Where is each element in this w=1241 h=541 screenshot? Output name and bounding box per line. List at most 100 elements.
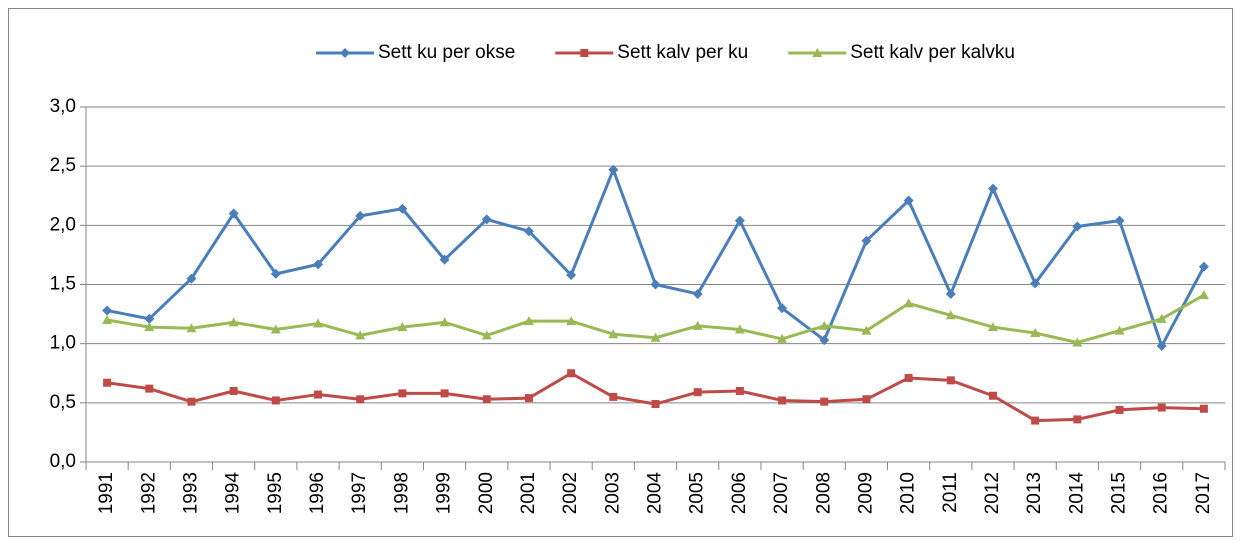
- x-tick-label: 2005: [687, 472, 708, 514]
- marker: [946, 376, 955, 385]
- y-tick-label: 1,0: [50, 333, 76, 354]
- marker: [651, 400, 660, 409]
- marker: [650, 279, 661, 290]
- marker: [861, 325, 872, 335]
- marker: [1031, 416, 1040, 425]
- marker: [314, 390, 323, 399]
- marker: [524, 394, 533, 403]
- marker: [1114, 215, 1125, 226]
- marker: [186, 273, 197, 284]
- marker: [777, 333, 788, 343]
- marker: [1156, 341, 1167, 352]
- legend-label: Sett kalv per kalvku: [850, 42, 1015, 63]
- marker: [1073, 415, 1082, 424]
- x-tick-label: 2003: [602, 472, 623, 514]
- x-tick-label: 1991: [96, 472, 117, 514]
- marker: [397, 203, 408, 214]
- y-tick-label: 0,5: [50, 392, 76, 413]
- marker: [819, 335, 830, 346]
- marker: [103, 378, 112, 387]
- x-tick-label: 2011: [940, 472, 961, 513]
- marker: [988, 391, 997, 400]
- marker: [228, 317, 239, 327]
- legend: Sett ku per okse Sett kalv per ku Sett kal…: [316, 42, 1015, 63]
- y-tick-label: 1,5: [50, 274, 76, 295]
- marker: [693, 388, 702, 397]
- y-tick-label: 0,0: [50, 451, 76, 472]
- marker: [987, 183, 998, 194]
- marker: [439, 317, 450, 327]
- x-tick-label: 1994: [223, 472, 244, 515]
- marker: [440, 389, 449, 398]
- marker: [228, 208, 239, 219]
- marker: [1030, 278, 1041, 289]
- x-tick-label: 2016: [1151, 472, 1172, 514]
- marker: [778, 396, 787, 405]
- marker: [186, 323, 197, 333]
- marker: [1156, 313, 1167, 323]
- x-tick-label: 2012: [982, 472, 1003, 514]
- marker: [102, 305, 113, 316]
- x-tick-label: 2013: [1024, 472, 1045, 514]
- marker: [313, 259, 324, 270]
- marker: [356, 395, 365, 404]
- chart-border: [8, 8, 1233, 537]
- x-tick-label: 2002: [560, 472, 581, 514]
- marker: [355, 330, 366, 340]
- marker: [270, 268, 281, 279]
- marker: [735, 387, 744, 395]
- marker: [398, 389, 407, 398]
- marker: [397, 322, 408, 332]
- marker: [567, 369, 576, 378]
- marker: [270, 324, 281, 334]
- x-tick-label: 1998: [391, 472, 412, 514]
- marker: [820, 397, 829, 406]
- marker: [692, 288, 703, 299]
- marker: [1199, 404, 1208, 413]
- x-tick-label: 2006: [729, 472, 750, 514]
- x-tick-label: 2001: [518, 472, 539, 514]
- x-tick-label: 2010: [898, 472, 919, 514]
- marker: [1157, 403, 1166, 412]
- marker: [945, 288, 956, 299]
- marker: [608, 329, 619, 339]
- marker: [987, 322, 998, 332]
- marker: [102, 315, 113, 324]
- marker: [609, 392, 618, 401]
- marker: [819, 320, 830, 330]
- marker: [145, 384, 154, 393]
- marker: [650, 332, 661, 342]
- x-tick-label: 1993: [180, 472, 201, 514]
- marker: [523, 226, 534, 237]
- marker: [862, 395, 871, 404]
- x-tick-label: 2008: [813, 472, 834, 514]
- marker: [566, 270, 577, 281]
- marker: [523, 316, 534, 326]
- marker: [608, 164, 619, 175]
- y-tick-label: 2,0: [50, 214, 76, 235]
- marker: [482, 395, 491, 404]
- x-tick-label: 2000: [476, 472, 497, 514]
- y-tick-label: 3,0: [50, 96, 76, 117]
- marker: [903, 195, 914, 206]
- x-tick-label: 2007: [771, 472, 792, 514]
- x-tick-label: 2004: [645, 472, 666, 515]
- marker: [340, 48, 350, 58]
- marker: [1072, 337, 1083, 347]
- x-tick-label: 2014: [1066, 472, 1087, 515]
- marker: [481, 330, 492, 340]
- x-tick-label: 1999: [434, 472, 455, 514]
- marker: [1072, 221, 1083, 232]
- x-tick-label: 2015: [1109, 472, 1130, 514]
- marker: [812, 48, 823, 57]
- marker: [580, 49, 589, 57]
- x-tick-label: 1992: [138, 472, 159, 514]
- marker: [904, 373, 913, 382]
- marker: [355, 210, 366, 221]
- x-tick-label: 2009: [855, 472, 876, 514]
- marker: [144, 322, 155, 332]
- marker: [861, 235, 872, 246]
- marker: [439, 254, 450, 265]
